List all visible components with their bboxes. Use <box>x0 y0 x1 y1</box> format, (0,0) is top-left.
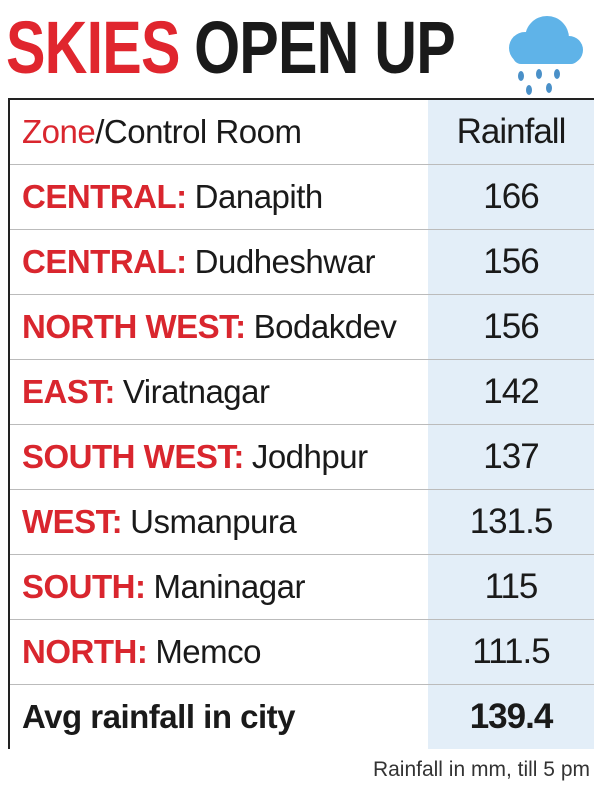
control-room: Danapith <box>194 178 324 215</box>
location-cell: SOUTH: Maninagar <box>10 555 428 619</box>
control-room: Memco <box>155 633 261 670</box>
header-room: /Control Room <box>95 113 302 150</box>
rainfall-cell: 156 <box>428 295 594 359</box>
location-cell: WEST: Usmanpura <box>10 490 428 554</box>
rainfall-cell: 166 <box>428 165 594 229</box>
table-row: SOUTH WEST: Jodhpur 137 <box>10 425 594 490</box>
zone-label: EAST: <box>22 373 115 410</box>
title-part: OPEN UP <box>194 6 456 89</box>
table-row: EAST: Viratnagar 142 <box>10 360 594 425</box>
rainfall-cell: 115 <box>428 555 594 619</box>
zone-label: WEST: <box>22 503 123 540</box>
header-row: Zone/Control Room Rainfall <box>10 100 594 165</box>
rainfall-value: 156 <box>483 242 539 281</box>
zone-label: CENTRAL: <box>22 243 187 280</box>
location-cell: SOUTH WEST: Jodhpur <box>10 425 428 489</box>
rainfall-value: 142 <box>483 372 539 411</box>
location-cell: NORTH: Memco <box>10 620 428 684</box>
summary-value-cell: 139.4 <box>428 685 594 749</box>
table-row: CENTRAL: Danapith 166 <box>10 165 594 230</box>
rainfall-cell: 131.5 <box>428 490 594 554</box>
location-cell: CENTRAL: Danapith <box>10 165 428 229</box>
header-cell: Zone/Control Room <box>10 100 428 164</box>
summary-label-cell: Avg rainfall in city <box>10 685 428 749</box>
rainfall-cell: 142 <box>428 360 594 424</box>
zone-label: NORTH WEST: <box>22 308 246 345</box>
rainfall-value: 131.5 <box>469 502 554 541</box>
location-cell: EAST: Viratnagar <box>10 360 428 424</box>
summary-row: Avg rainfall in city 139.4 <box>10 685 594 749</box>
rainfall-table: Zone/Control Room Rainfall CENTRAL: Danap… <box>8 98 594 749</box>
rain-cloud-icon <box>509 16 583 95</box>
note: Rainfall in mm, till 5 pm <box>372 758 590 781</box>
control-room: Dudheshwar <box>194 243 376 280</box>
rainfall-cell: 111.5 <box>428 620 594 684</box>
title: SKIES OPEN UP <box>6 2 456 94</box>
table-row: SOUTH: Maninagar 115 <box>10 555 594 620</box>
header-cell: Rainfall <box>428 100 594 164</box>
zone-label: CENTRAL: <box>22 178 187 215</box>
summary-value: 139.4 <box>469 697 554 736</box>
rainfall-cell: 137 <box>428 425 594 489</box>
rainfall-value: 137 <box>483 437 539 476</box>
zone-label: NORTH: <box>22 633 148 670</box>
control-room: Jodhpur <box>251 438 368 475</box>
table-row: CENTRAL: Dudheshwar 156 <box>10 230 594 295</box>
zone-label: SOUTH WEST: <box>22 438 244 475</box>
table-row: WEST: Usmanpura 131.5 <box>10 490 594 555</box>
control-room: Bodakdev <box>253 308 397 345</box>
zone-label: SOUTH: <box>22 568 146 605</box>
location-cell: NORTH WEST: Bodakdev <box>10 295 428 359</box>
rainfall-cell: 156 <box>428 230 594 294</box>
location-cell: CENTRAL: Dudheshwar <box>10 230 428 294</box>
header-zone: Zone <box>22 113 96 150</box>
table-row: NORTH: Memco 111.5 <box>10 620 594 685</box>
control-room: Maninagar <box>153 568 306 605</box>
rainfall-value: 115 <box>484 567 539 606</box>
rainfall-value: 166 <box>483 177 539 216</box>
rainfall-value: 111.5 <box>472 632 550 671</box>
table-row: NORTH WEST: Bodakdev 156 <box>10 295 594 360</box>
header-rainfall: Rainfall <box>456 112 567 151</box>
summary-label: Avg rainfall in city <box>22 698 296 735</box>
rainfall-value: 156 <box>483 307 539 346</box>
title-part: SKIES <box>6 6 180 89</box>
control-room: Usmanpura <box>130 503 297 540</box>
control-room: Viratnagar <box>122 373 270 410</box>
